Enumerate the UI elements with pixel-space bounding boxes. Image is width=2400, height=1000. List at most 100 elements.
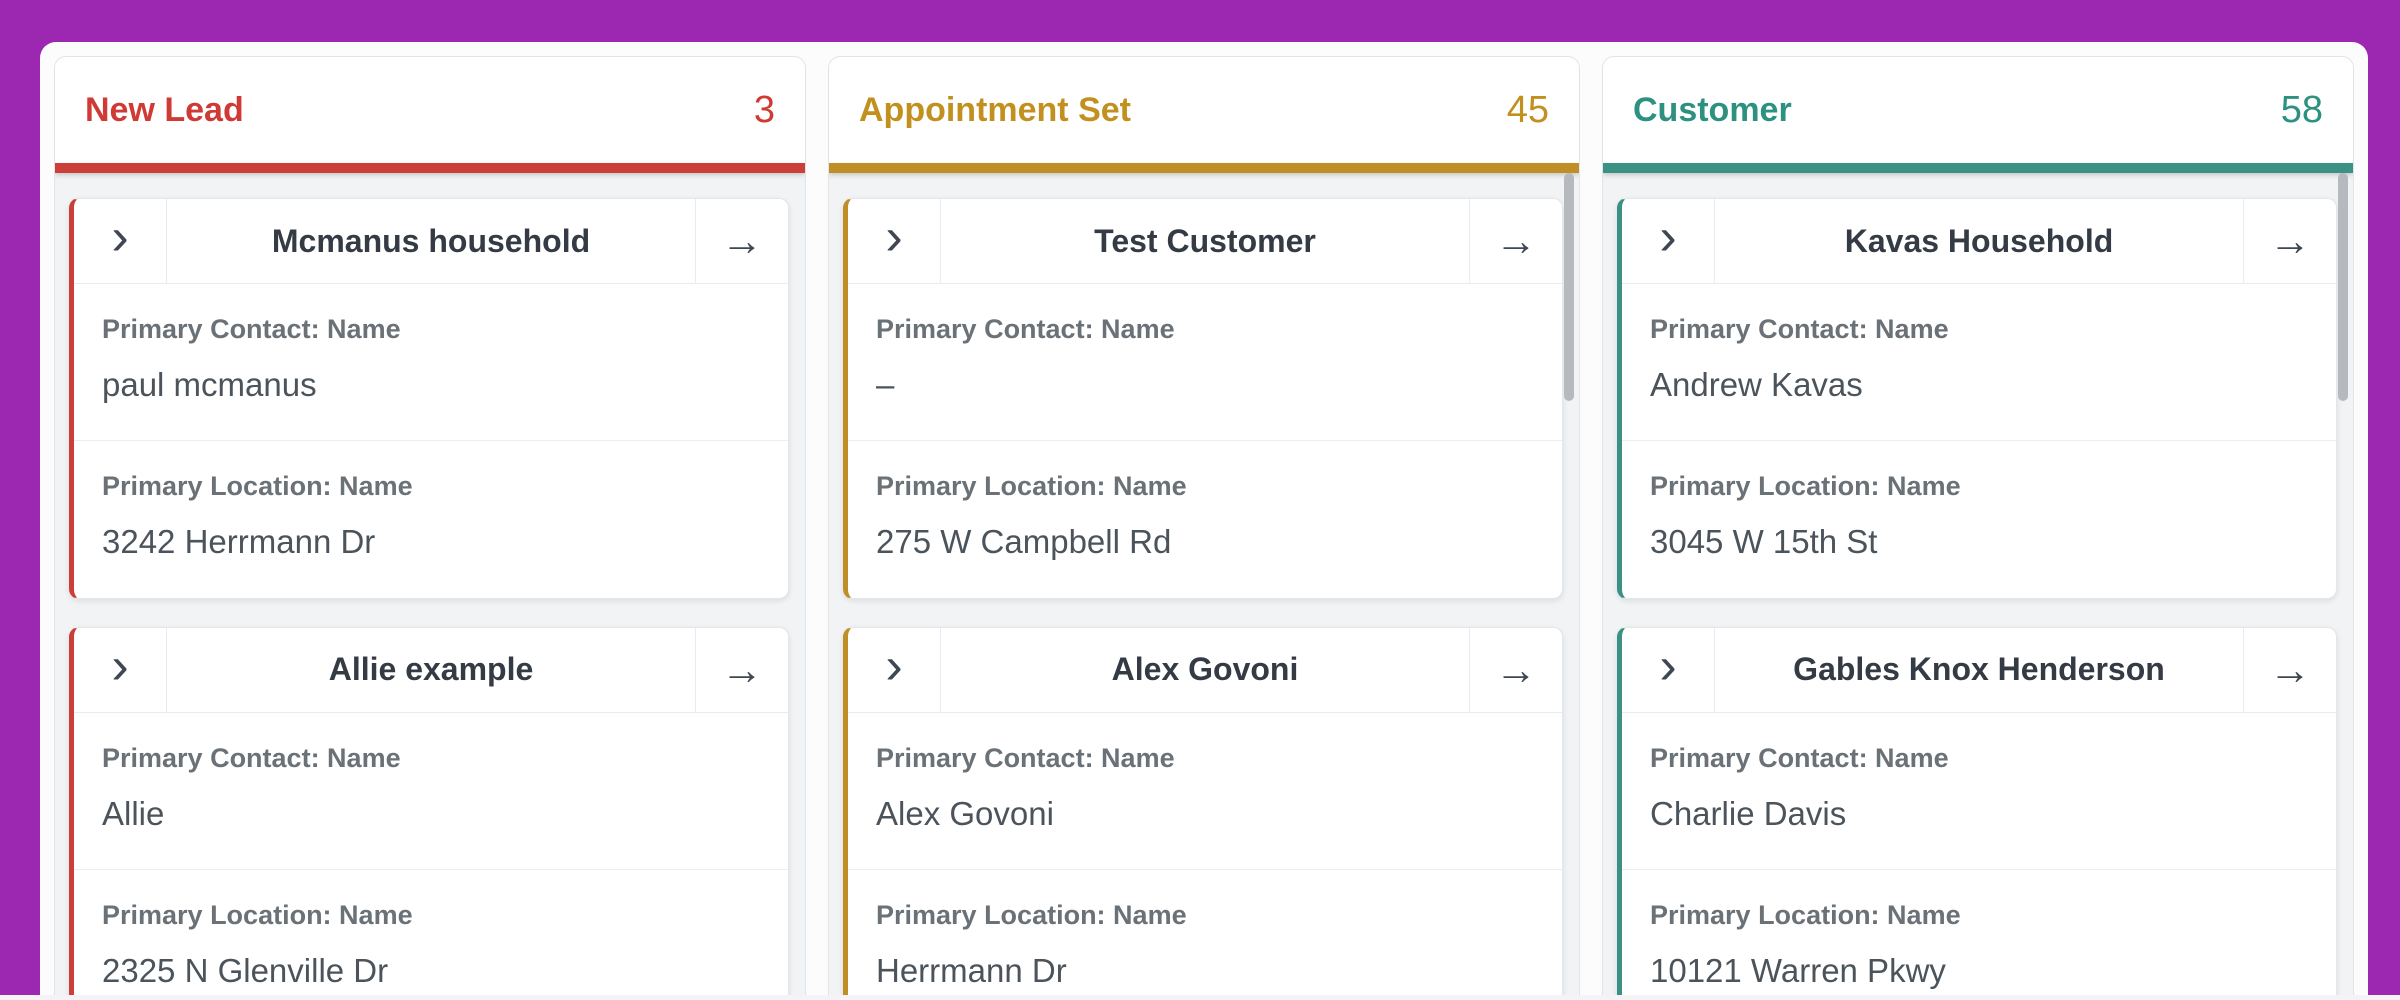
kanban-column-new-lead: New Lead 3 › Mcmanus household → — [54, 56, 806, 995]
card-title: Mcmanus household — [271, 222, 591, 259]
kanban-column-appointment-set: Appointment Set 45 › Test Customer → — [828, 56, 1580, 995]
open-record-button[interactable]: → — [1469, 627, 1562, 712]
arrow-right-icon: → — [2269, 645, 2311, 693]
column-color-strip — [829, 163, 1579, 173]
field-value: 3045 W 15th St — [1650, 523, 1878, 561]
card-field: Primary Contact: Name Allie — [74, 713, 788, 869]
card-title-cell: Allie example — [167, 628, 695, 712]
card-title-cell: Test Customer — [941, 199, 1469, 283]
field-label: Primary Contact: Name — [876, 742, 1175, 773]
collapse-card-button[interactable]: › — [1622, 199, 1715, 283]
column-count-badge: 58 — [2280, 88, 2323, 131]
field-value: Alex Govoni — [876, 794, 1054, 832]
field-label: Primary Location: Name — [876, 899, 1187, 930]
card-title-cell: Alex Govoni — [941, 628, 1469, 712]
card-field: Primary Contact: Name Charlie Davis — [1622, 713, 2336, 869]
column-card-list: › Mcmanus household → Primary Contact: N… — [55, 173, 805, 995]
arrow-right-icon: → — [1495, 217, 1537, 264]
column-header: New Lead 3 — [55, 57, 805, 163]
chevron-right-icon: › — [111, 208, 129, 266]
card-title: Alex Govoni — [1111, 651, 1299, 688]
open-record-button[interactable]: → — [2243, 627, 2336, 712]
window-bottom-edge — [0, 995, 2400, 1000]
card-field: Primary Location: Name 275 W Campbell Rd — [848, 440, 1562, 597]
card-header: › Mcmanus household → — [74, 199, 788, 284]
card-field: Primary Contact: Name Alex Govoni — [848, 713, 1562, 869]
card-field: Primary Location: Name 3242 Herrmann Dr — [74, 440, 788, 597]
kanban-card[interactable]: › Kavas Household → Primary Contact: Nam… — [1617, 198, 2337, 599]
collapse-card-button[interactable]: › — [74, 627, 167, 712]
kanban-card[interactable]: › Alex Govoni → Primary Contact: Name Al… — [843, 626, 1563, 995]
field-label: Primary Location: Name — [1650, 899, 1961, 930]
kanban-card[interactable]: › Allie example → Primary Contact: Name … — [69, 626, 789, 995]
field-value: Andrew Kavas — [1650, 366, 1863, 404]
open-record-button[interactable]: → — [2243, 199, 2336, 283]
card-field: Primary Contact: Name paul mcmanus — [74, 284, 788, 440]
column-card-list: › Test Customer → Primary Contact: Name … — [829, 173, 1579, 995]
card-title-cell: Mcmanus household — [167, 199, 695, 283]
field-label: Primary Contact: Name — [1650, 314, 1949, 344]
field-label: Primary Location: Name — [102, 471, 413, 502]
arrow-right-icon: → — [721, 645, 763, 693]
arrow-right-icon: → — [721, 217, 763, 264]
collapse-card-button[interactable]: › — [74, 199, 167, 283]
card-title: Allie example — [328, 651, 534, 688]
arrow-right-icon: → — [1495, 645, 1537, 693]
field-label: Primary Location: Name — [102, 899, 413, 930]
open-record-button[interactable]: → — [695, 627, 788, 712]
field-value: 10121 Warren Pkwy — [1650, 951, 1946, 989]
collapse-card-button[interactable]: › — [1622, 627, 1715, 712]
card-title: Test Customer — [1094, 222, 1316, 259]
card-header: › Gables Knox Henderson → — [1622, 627, 2336, 713]
column-card-list: › Kavas Household → Primary Contact: Nam… — [1603, 173, 2353, 995]
field-value: Charlie Davis — [1650, 794, 1847, 832]
chevron-right-icon: › — [111, 636, 129, 695]
collapse-card-button[interactable]: › — [848, 199, 941, 283]
kanban-board: New Lead 3 › Mcmanus household → — [40, 42, 2368, 995]
arrow-right-icon: → — [2269, 217, 2311, 264]
card-header: › Test Customer → — [848, 199, 1562, 284]
card-title-cell: Kavas Household — [1715, 199, 2243, 283]
chevron-right-icon: › — [1659, 636, 1677, 695]
kanban-card[interactable]: › Mcmanus household → Primary Contact: N… — [69, 198, 789, 599]
card-title: Gables Knox Henderson — [1793, 651, 2165, 688]
card-field: Primary Location: Name 2325 N Glenville … — [74, 868, 788, 995]
card-field: Primary Contact: Name – — [848, 284, 1562, 440]
column-scrollbar[interactable] — [2338, 173, 2348, 401]
field-label: Primary Contact: Name — [102, 314, 401, 344]
column-color-strip — [55, 163, 805, 173]
open-record-button[interactable]: → — [695, 199, 788, 283]
field-label: Primary Contact: Name — [876, 314, 1175, 344]
field-label: Primary Location: Name — [876, 471, 1187, 502]
field-value: 2325 N Glenville Dr — [102, 951, 389, 989]
card-header: › Kavas Household → — [1622, 199, 2336, 284]
field-label: Primary Contact: Name — [1650, 742, 1949, 773]
column-header: Appointment Set 45 — [829, 57, 1579, 163]
field-value: 3242 Herrmann Dr — [102, 523, 376, 561]
card-field: Primary Contact: Name Andrew Kavas — [1622, 284, 2336, 440]
kanban-card[interactable]: › Test Customer → Primary Contact: Name … — [843, 198, 1563, 599]
field-value: Herrmann Dr — [876, 951, 1067, 989]
card-title: Kavas Household — [1844, 222, 2114, 259]
card-header: › Allie example → — [74, 627, 788, 713]
card-field: Primary Location: Name 10121 Warren Pkwy — [1622, 868, 2336, 995]
field-value: paul mcmanus — [102, 366, 317, 404]
open-record-button[interactable]: → — [1469, 199, 1562, 283]
kanban-column-customer: Customer 58 › Kavas Household → — [1602, 56, 2354, 995]
column-title: New Lead — [85, 90, 244, 129]
card-header: › Alex Govoni → — [848, 627, 1562, 713]
chevron-right-icon: › — [885, 636, 903, 695]
collapse-card-button[interactable]: › — [848, 627, 941, 712]
column-title: Customer — [1633, 90, 1792, 129]
column-header: Customer 58 — [1603, 57, 2353, 163]
kanban-card[interactable]: › Gables Knox Henderson → Primary Contac… — [1617, 626, 2337, 995]
column-scrollbar[interactable] — [1564, 173, 1574, 401]
column-title: Appointment Set — [859, 90, 1131, 129]
card-field: Primary Location: Name 3045 W 15th St — [1622, 440, 2336, 597]
chevron-right-icon: › — [1659, 208, 1677, 266]
card-title-cell: Gables Knox Henderson — [1715, 628, 2243, 712]
field-label: Primary Contact: Name — [102, 742, 401, 773]
field-label: Primary Location: Name — [1650, 471, 1961, 502]
field-value: 275 W Campbell Rd — [876, 523, 1172, 561]
column-color-strip — [1603, 163, 2353, 173]
